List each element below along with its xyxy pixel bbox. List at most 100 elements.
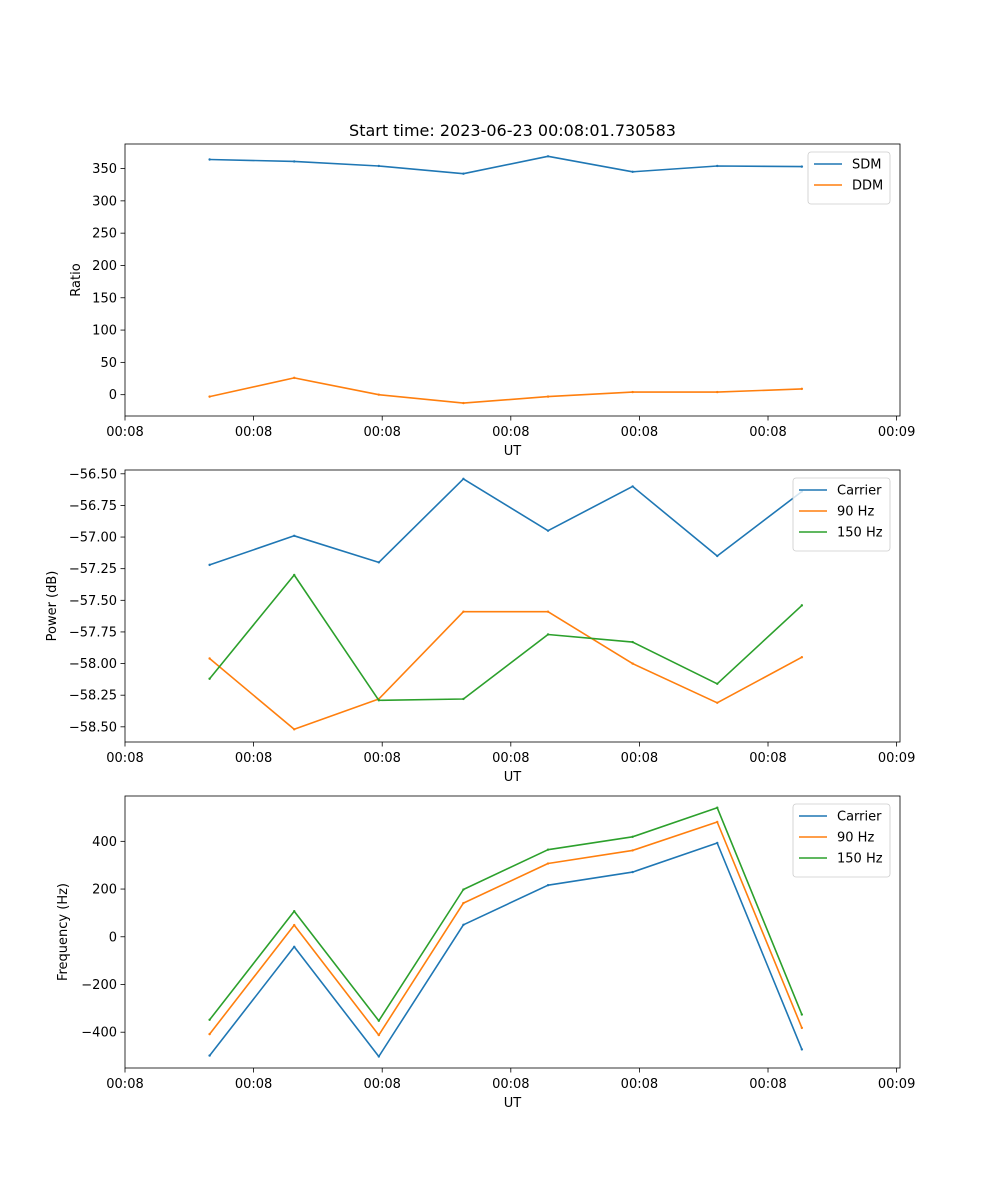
data-point: [716, 682, 719, 686]
y-tick-label: 250: [92, 227, 117, 242]
data-point: [293, 945, 296, 948]
data-point: [462, 697, 465, 701]
legend: Carrier 90 Hz 150 Hz: [792, 803, 891, 878]
data-point: [716, 806, 719, 809]
x-tick-label: 00:08: [621, 1077, 658, 1092]
series-line-90-hz: [208, 821, 803, 1036]
x-axis-label: UT: [504, 444, 522, 459]
data-point: [631, 835, 634, 838]
figure-title: Start time: 2023-06-23 00:08:01.730583: [349, 121, 676, 140]
data-point: [800, 387, 804, 391]
plot-area: [124, 143, 901, 417]
y-axis-label: Frequency (Hz): [56, 883, 71, 981]
chart-panel-3: 00:08 00:08 00:08 00:08 00:08 00:08 00:09 −400 −…: [56, 795, 915, 1111]
x-tick-label: 00:08: [363, 425, 400, 440]
y-tick-label: −57.75: [69, 625, 117, 640]
data-point: [377, 1019, 381, 1022]
x-tick-label: 00:08: [235, 751, 272, 766]
data-point: [546, 529, 550, 532]
data-point: [716, 820, 719, 824]
chart-panel-1: 00:08 00:08 00:08 00:08 00:08 00:08 00:09 0 50 10…: [69, 143, 915, 459]
series-line-90-hz: [209, 610, 803, 731]
x-axis-label: UT: [504, 1096, 522, 1111]
x-tick-label: 00:09: [878, 1077, 915, 1092]
data-point: [377, 561, 381, 564]
data-point: [208, 158, 211, 161]
legend-label: 150 Hz: [837, 526, 883, 541]
data-point: [631, 390, 634, 394]
plot-area: [124, 795, 901, 1069]
y-tick-label: −58.25: [69, 689, 117, 704]
legend: Carrier 90 Hz 150 Hz: [792, 477, 891, 552]
data-point: [208, 1018, 211, 1022]
y-tick-label: 400: [92, 835, 117, 850]
data-point: [631, 640, 634, 644]
series-line-carrier: [208, 842, 803, 1058]
data-point: [462, 901, 465, 905]
x-tick-label: 00:08: [749, 751, 786, 766]
data-point: [631, 849, 634, 852]
legend-label: 90 Hz: [837, 505, 874, 520]
legend-label: SDM: [852, 158, 881, 173]
x-tick-label: 00:08: [621, 425, 658, 440]
x-tick-label: 00:09: [878, 751, 915, 766]
data-point: [800, 656, 804, 659]
data-point: [716, 701, 719, 704]
data-point: [293, 910, 296, 913]
x-tick-label: 00:08: [492, 751, 529, 766]
x-tick-label: 00:08: [235, 1077, 272, 1092]
data-point: [462, 923, 465, 927]
data-point: [462, 610, 465, 613]
data-point: [716, 841, 719, 845]
y-tick-label: 100: [92, 324, 117, 339]
x-tick-label: 00:08: [749, 425, 786, 440]
series-line-carrier: [209, 478, 803, 566]
series-line-150-hz: [208, 806, 803, 1022]
data-point: [546, 633, 550, 636]
x-tick-label: 00:08: [106, 751, 143, 766]
data-point: [546, 848, 550, 851]
x-tick-label: 00:08: [492, 425, 529, 440]
legend-label: 150 Hz: [837, 852, 883, 867]
series-line-ddm: [209, 377, 802, 404]
data-point: [208, 677, 211, 680]
data-point: [800, 165, 804, 168]
data-point: [631, 170, 634, 173]
x-tick-label: 00:09: [878, 425, 915, 440]
x-tick-label: 00:08: [235, 425, 272, 440]
data-point: [462, 401, 465, 405]
y-tick-label: −56.50: [69, 467, 117, 482]
y-tick-label: 300: [92, 194, 117, 209]
y-tick-label: −57.50: [69, 594, 117, 609]
data-point: [546, 862, 550, 865]
legend: SDM DDM: [807, 151, 891, 205]
y-tick-label: −56.75: [69, 499, 117, 514]
y-tick-label: −58.00: [69, 657, 117, 672]
data-point: [208, 1032, 211, 1036]
data-point: [462, 477, 465, 481]
data-point: [546, 155, 550, 158]
legend-label: DDM: [852, 179, 883, 194]
series-line-150-hz: [208, 574, 803, 702]
x-tick-label: 00:08: [106, 1077, 143, 1092]
x-axis-label: UT: [504, 770, 522, 785]
y-tick-label: −57.00: [69, 531, 117, 546]
data-point: [208, 563, 211, 567]
x-tick-label: 00:08: [749, 1077, 786, 1092]
data-point: [800, 604, 804, 607]
data-point: [631, 662, 634, 665]
legend-label: 90 Hz: [837, 831, 874, 846]
y-tick-label: 150: [92, 291, 117, 306]
series-line-sdm: [209, 155, 802, 175]
data-point: [800, 1026, 804, 1030]
data-point: [293, 160, 296, 163]
data-point: [208, 657, 211, 660]
data-point: [377, 393, 381, 396]
y-axis-label: Power (dB): [45, 571, 60, 642]
y-tick-label: −200: [81, 978, 117, 993]
data-point: [377, 699, 381, 702]
data-point: [293, 573, 296, 577]
y-tick-label: 350: [92, 162, 117, 177]
y-axis-label: Ratio: [69, 263, 84, 296]
